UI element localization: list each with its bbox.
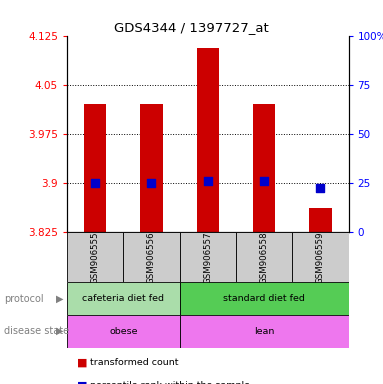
Text: ▶: ▶: [56, 293, 63, 304]
FancyBboxPatch shape: [180, 282, 349, 315]
Bar: [253, 104, 275, 232]
FancyBboxPatch shape: [67, 282, 180, 315]
Point: [205, 178, 211, 184]
Text: GSM906555: GSM906555: [91, 231, 100, 284]
FancyBboxPatch shape: [67, 232, 123, 282]
Text: ■: ■: [77, 381, 87, 384]
Text: ▶: ▶: [56, 326, 63, 336]
Point: [317, 185, 323, 191]
Text: lean: lean: [254, 327, 274, 336]
Text: cafeteria diet fed: cafeteria diet fed: [82, 294, 164, 303]
Text: obese: obese: [109, 327, 137, 336]
Text: transformed count: transformed count: [90, 358, 178, 367]
Point: [92, 180, 98, 187]
Text: GDS4344 / 1397727_at: GDS4344 / 1397727_at: [114, 21, 269, 34]
FancyBboxPatch shape: [180, 315, 349, 348]
FancyBboxPatch shape: [123, 232, 180, 282]
Bar: [196, 48, 219, 232]
Point: [148, 180, 154, 187]
FancyBboxPatch shape: [67, 315, 180, 348]
FancyBboxPatch shape: [236, 232, 292, 282]
Text: GSM906557: GSM906557: [203, 231, 212, 284]
Text: GSM906558: GSM906558: [260, 231, 268, 284]
Bar: [309, 207, 332, 232]
Text: ■: ■: [77, 358, 87, 368]
Point: [261, 178, 267, 184]
Text: GSM906559: GSM906559: [316, 231, 325, 283]
Bar: [84, 104, 106, 232]
Bar: [140, 104, 163, 232]
Text: GSM906556: GSM906556: [147, 231, 156, 284]
Text: percentile rank within the sample: percentile rank within the sample: [90, 381, 250, 384]
Text: standard diet fed: standard diet fed: [223, 294, 305, 303]
FancyBboxPatch shape: [180, 232, 236, 282]
Text: disease state: disease state: [4, 326, 69, 336]
Text: protocol: protocol: [4, 293, 43, 304]
FancyBboxPatch shape: [292, 232, 349, 282]
